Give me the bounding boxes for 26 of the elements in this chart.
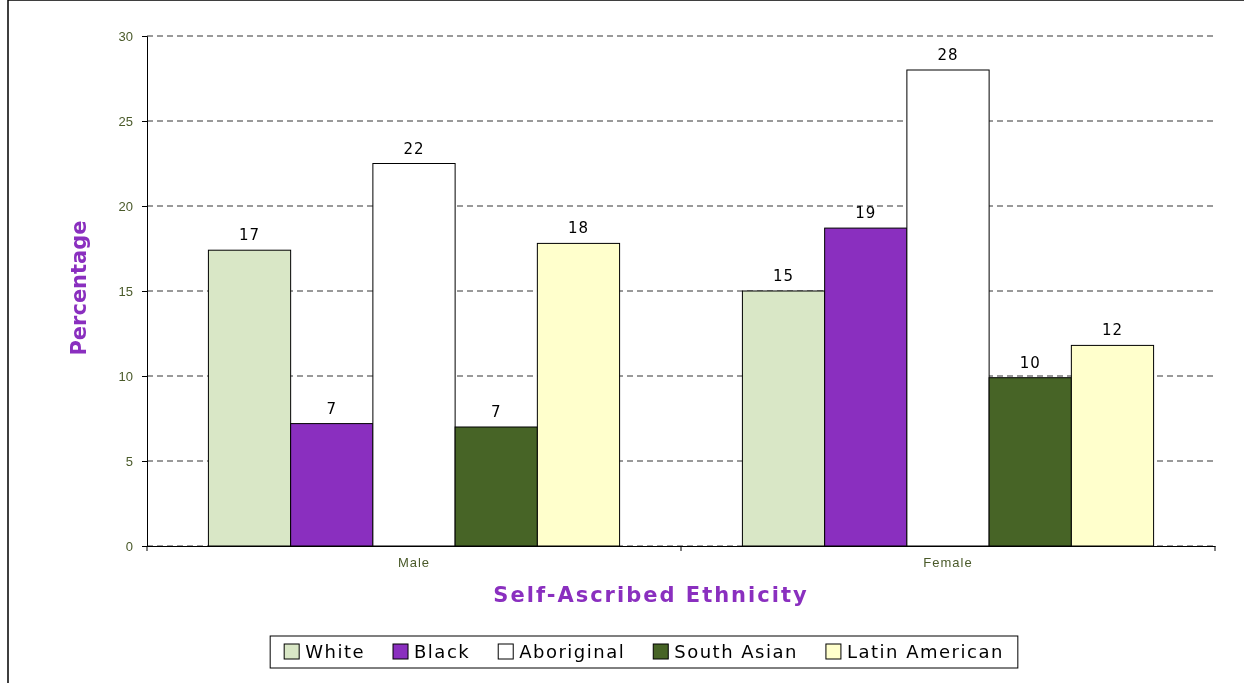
data-label: 28: [937, 46, 959, 64]
data-label: 19: [855, 204, 877, 223]
data-label: 10: [1019, 353, 1041, 372]
y-tick-label: 0: [125, 538, 133, 554]
legend-label: South Asian: [674, 641, 798, 662]
y-tick-label: 10: [118, 368, 133, 384]
legend-label: Black: [414, 641, 471, 662]
legend-label: White: [305, 641, 366, 662]
data-label: 18: [567, 219, 590, 238]
x-tick-label: Male: [397, 555, 431, 570]
data-label: 12: [1101, 321, 1124, 340]
y-tick-label: 25: [118, 113, 133, 129]
legend-label: Aboriginal: [519, 641, 626, 662]
y-axis-title: Percentage: [67, 220, 91, 356]
y-tick-label: 5: [125, 453, 133, 469]
y-tick-label: 20: [118, 198, 133, 214]
x-tick-label: Female: [923, 555, 973, 570]
data-label: 22: [403, 139, 425, 158]
legend-label: Latin American: [846, 641, 1004, 662]
data-label: 7: [490, 403, 502, 421]
data-label: 15: [772, 267, 795, 285]
y-tick-label: 30: [118, 28, 133, 44]
x-axis-title: Self-Ascribed Ethnicity: [493, 583, 809, 607]
y-tick-label: 15: [118, 283, 133, 299]
data-label: 17: [238, 226, 261, 245]
data-label: 7: [326, 399, 338, 418]
